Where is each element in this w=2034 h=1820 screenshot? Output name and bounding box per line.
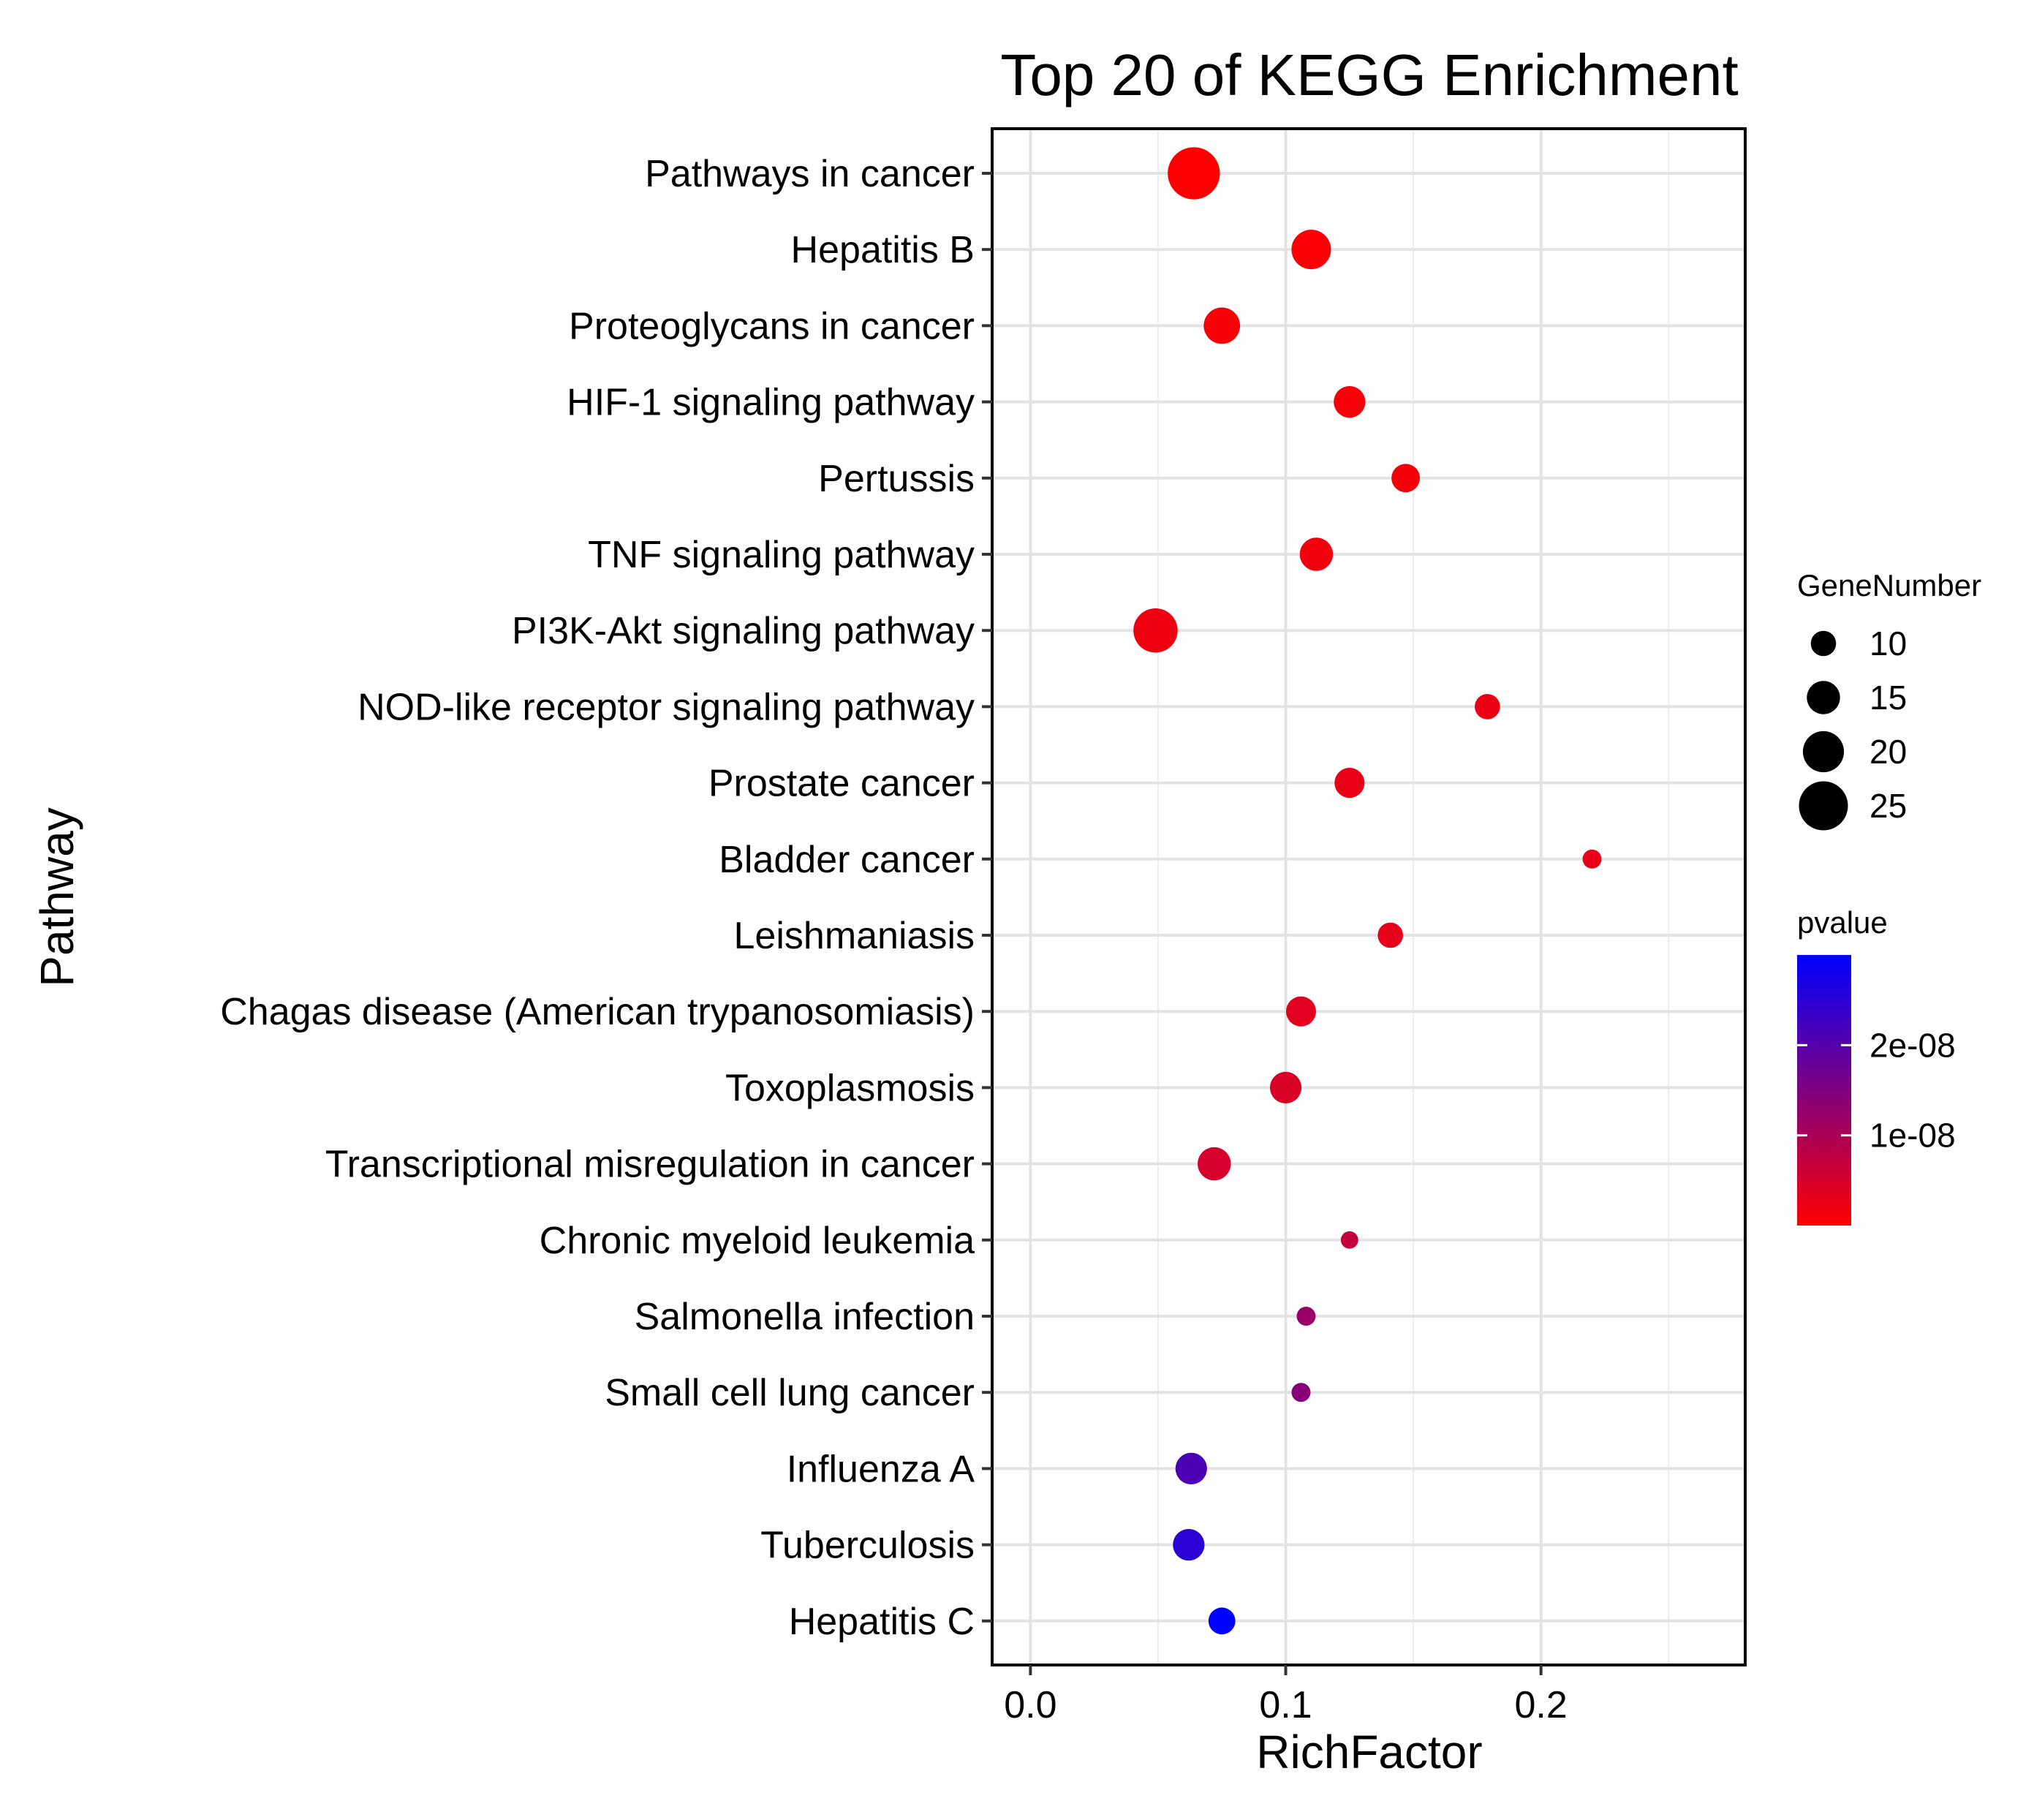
data-point [1340, 1231, 1358, 1249]
data-point [1168, 147, 1220, 200]
y-tick-label: TNF signaling pathway [588, 534, 975, 576]
size-legend-key [1810, 630, 1837, 657]
data-point [1208, 1607, 1236, 1635]
y-tick-label: Pathways in cancer [645, 153, 975, 195]
pvalue-colorbar [1797, 955, 1851, 1226]
y-tick-label: Small cell lung cancer [605, 1372, 975, 1414]
data-point [1299, 537, 1334, 571]
y-tick-label: Toxoplasmosis [725, 1067, 975, 1109]
x-tick-label: 0.2 [1515, 1684, 1568, 1726]
y-tick-label: Bladder cancer [719, 839, 975, 881]
y-tick-label: Chronic myeloid leukemia [540, 1220, 975, 1262]
data-point [1475, 694, 1500, 720]
data-point [1377, 922, 1403, 948]
y-tick-label: PI3K-Akt signaling pathway [512, 610, 975, 652]
data-point [1269, 1071, 1302, 1104]
plot-border [991, 127, 1747, 1666]
data-point [1291, 1383, 1311, 1402]
y-tick-label: Transcriptional misregulation in cancer [325, 1144, 975, 1186]
y-tick-label: Influenza A [787, 1448, 975, 1490]
data-point [1198, 1147, 1231, 1181]
y-tick-label: Leishmaniasis [734, 915, 975, 957]
data-point [1203, 307, 1241, 344]
x-axis-ticks: 0.0 0.1 0.2 [1004, 1665, 1568, 1726]
y-tick-label: HIF-1 signaling pathway [567, 382, 975, 424]
y-tick-label: Pertussis [818, 458, 975, 500]
size-legend-label: 20 [1869, 733, 1907, 771]
color-legend: pvalue 1e-08 2e-08 [1797, 905, 1956, 1226]
color-legend-title: pvalue [1797, 905, 1888, 940]
y-tick-label: NOD-like receptor signaling pathway [358, 686, 975, 728]
data-point [1296, 1307, 1316, 1326]
y-tick-label: Tuberculosis [760, 1525, 975, 1567]
y-axis-title: Pathway [31, 807, 83, 986]
size-legend: GeneNumber 10 15 20 25 [1797, 568, 1981, 831]
colorbar-label: 2e-08 [1869, 1026, 1956, 1064]
x-axis-title: RichFactor [1256, 1726, 1482, 1778]
x-tick-label: 0.1 [1259, 1684, 1312, 1726]
data-point [1334, 768, 1365, 798]
size-legend-key [1799, 781, 1848, 831]
y-axis-ticks: Pathways in cancer Hepatitis B Proteoglyca… [220, 153, 992, 1643]
y-tick-label: Salmonella infection [635, 1296, 975, 1338]
size-legend-label: 15 [1869, 679, 1907, 717]
data-point [1173, 1528, 1205, 1561]
grid-lines [992, 129, 1745, 1665]
y-tick-label: Hepatitis C [789, 1601, 975, 1643]
size-legend-label: 25 [1869, 787, 1907, 825]
x-tick-label: 0.0 [1004, 1684, 1056, 1726]
size-legend-key [1807, 681, 1840, 714]
size-legend-key [1802, 730, 1845, 773]
y-tick-label: Proteoglycans in cancer [569, 305, 975, 347]
data-point [1582, 849, 1602, 869]
colorbar-label: 1e-08 [1869, 1117, 1956, 1155]
data-point [1391, 464, 1421, 493]
data-point [1291, 230, 1331, 270]
data-point [1285, 996, 1317, 1027]
data-point [1175, 1452, 1207, 1485]
size-legend-label: 10 [1869, 624, 1907, 662]
y-tick-label: Hepatitis B [791, 229, 975, 271]
y-tick-label: Chagas disease (American trypanosomiasis… [220, 991, 975, 1033]
data-points [1133, 147, 1602, 1635]
plot-panel [992, 129, 1745, 1665]
data-point [1133, 608, 1178, 653]
size-legend-title: GeneNumber [1797, 568, 1981, 603]
data-point [1334, 385, 1366, 418]
y-tick-label: Prostate cancer [708, 763, 975, 805]
chart-title: Top 20 of KEGG Enrichment [1000, 42, 1738, 107]
